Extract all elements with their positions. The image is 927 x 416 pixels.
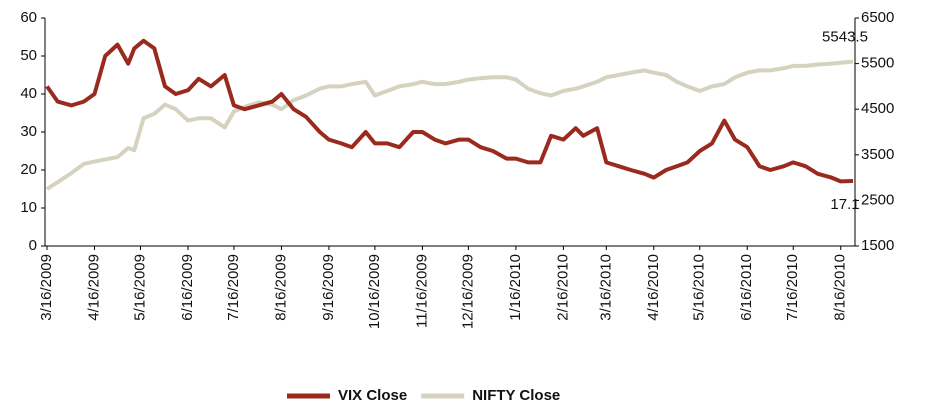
value-label: 17.1 (830, 196, 859, 213)
x-tick-label: 6/16/2010 (738, 254, 755, 321)
x-tick-label: 7/16/2010 (784, 254, 801, 321)
y-tick-label: 0 (29, 237, 37, 254)
y2-tick-label: 1500 (861, 237, 894, 254)
x-tick-label: 5/16/2010 (691, 254, 708, 321)
y-tick-label: 60 (20, 9, 37, 26)
y2-tick-label: 5500 (861, 55, 894, 72)
x-tick-label: 4/16/2009 (85, 254, 102, 321)
series-line (45, 38, 854, 184)
x-tick-label: 5/16/2009 (131, 254, 148, 321)
x-tick-label: 10/16/2009 (366, 254, 383, 329)
x-tick-label: 6/16/2009 (179, 254, 196, 321)
value-label: 5543.5 (822, 29, 868, 46)
y-tick-label: 30 (20, 123, 37, 140)
y-tick-label: 10 (20, 199, 37, 216)
x-tick-label: 8/16/2010 (832, 254, 849, 321)
y-tick-label: 40 (20, 85, 37, 102)
legend: VIX Close NIFTY Close (287, 387, 560, 404)
x-tick-label: 7/16/2009 (225, 254, 242, 321)
y2-tick-label: 6500 (861, 9, 894, 26)
x-tick-label: 11/16/2009 (413, 254, 430, 328)
y-tick-label: 20 (20, 161, 37, 178)
x-tick-label: 2/16/2010 (554, 254, 571, 321)
x-tick-label: 8/16/2009 (272, 254, 289, 321)
x-tick-label: 3/16/2009 (38, 254, 55, 321)
y2-tick-label: 4500 (861, 100, 894, 117)
x-tick-label: 12/16/2009 (459, 254, 476, 329)
legend-label: VIX Close (338, 387, 407, 404)
x-tick-label: 4/16/2010 (645, 254, 662, 321)
legend-label: NIFTY Close (472, 387, 560, 404)
series-line (45, 59, 854, 191)
y-tick-label: 50 (20, 47, 37, 64)
x-tick-label: 1/16/2010 (507, 254, 524, 321)
y2-tick-label: 2500 (861, 191, 894, 208)
x-tick-label: 9/16/2009 (320, 254, 337, 321)
y2-tick-label: 3500 (861, 146, 894, 163)
x-tick-label: 3/16/2010 (597, 254, 614, 321)
